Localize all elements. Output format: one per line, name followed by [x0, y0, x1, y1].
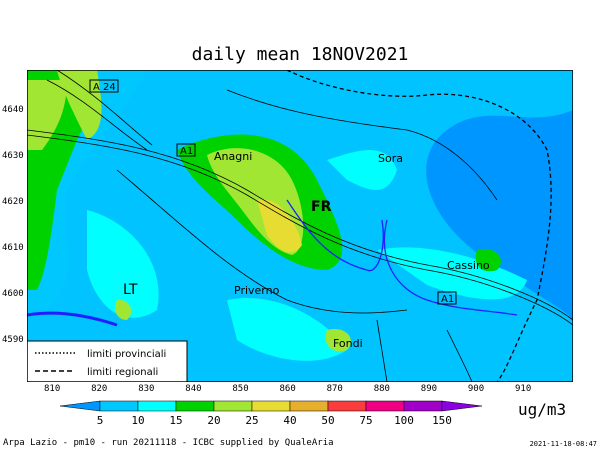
label-a24: A 24	[93, 82, 116, 93]
colorbar-segment	[403, 400, 443, 412]
y-tick: 4630	[2, 151, 24, 161]
colorbar-label: 150	[432, 414, 452, 427]
x-tick: 900	[467, 384, 485, 394]
label-lt: LT	[123, 282, 138, 298]
colorbar-segment	[365, 400, 405, 412]
x-tick: 840	[185, 384, 202, 394]
colorbar-label: 5	[97, 414, 104, 427]
colorbar-label: 15	[169, 414, 182, 427]
x-tick: 890	[420, 384, 438, 394]
coastline-lake	[27, 311, 118, 327]
x-tick: 810	[44, 384, 61, 394]
x-tick: 820	[91, 384, 108, 394]
y-tick: 4610	[2, 243, 24, 253]
x-tick: 910	[515, 384, 532, 394]
label-fr: FR	[311, 199, 332, 215]
colorbar-under-triangle	[59, 400, 101, 412]
colorbar-segment	[213, 400, 253, 412]
concentration-fields	[27, 70, 573, 382]
footer-credit: Arpa Lazio - pm10 - run 20211118 - ICBC …	[3, 438, 334, 448]
colorbar-segment	[289, 400, 329, 412]
y-tick: 4600	[2, 289, 24, 299]
colorbar-label: 40	[283, 414, 296, 427]
legend-regional: limiti regionali	[87, 367, 158, 378]
legend-provincial: limiti provinciali	[87, 349, 166, 360]
x-tick: 860	[279, 384, 296, 394]
label-anagni: Anagni	[214, 150, 252, 163]
legend-box: limiti provinciali limiti regionali	[27, 340, 188, 382]
colorbar-label: 50	[321, 414, 334, 427]
label-priverno: Priverno	[234, 284, 280, 297]
colorbar-segment	[251, 400, 291, 412]
timestamp: 2021-11-18-08:47	[529, 440, 597, 448]
colorbar-label: 20	[207, 414, 220, 427]
colorbar-label: 100	[394, 414, 414, 427]
label-fondi: Fondi	[333, 337, 363, 350]
colorbar-over-triangle	[441, 400, 483, 412]
map-labels: A 24 A1 Anagni Sora FR Cassino LT Priver…	[89, 79, 490, 350]
x-tick: 880	[373, 384, 390, 394]
y-tick: 4640	[2, 105, 24, 115]
colorbar-segment	[99, 400, 139, 412]
colorbar-unit: ug/m3	[518, 400, 567, 419]
x-tick: 830	[138, 384, 155, 394]
colorbar-label: 75	[359, 414, 372, 427]
label-cassino: Cassino	[447, 259, 490, 272]
river	[286, 199, 518, 316]
label-a1-south: A1	[441, 294, 454, 305]
x-tick: 850	[232, 384, 249, 394]
concentration-map: A 24 A1 Anagni Sora FR Cassino LT Priver…	[27, 70, 573, 382]
colorbar-segment	[175, 400, 215, 412]
x-tick: 870	[326, 384, 343, 394]
colorbar-segment	[137, 400, 177, 412]
y-tick: 4620	[2, 197, 24, 207]
colorbar-segment	[327, 400, 367, 412]
colorbar-label: 10	[131, 414, 144, 427]
y-tick: 4590	[2, 335, 24, 345]
label-a1-north: A1	[180, 146, 193, 157]
colorbar: 5 10 15 20 25 40 50 75 100 150	[59, 400, 483, 427]
colorbar-label: 25	[245, 414, 258, 427]
map-title: daily mean 18NOV2021	[191, 44, 409, 65]
label-sora: Sora	[378, 152, 403, 165]
